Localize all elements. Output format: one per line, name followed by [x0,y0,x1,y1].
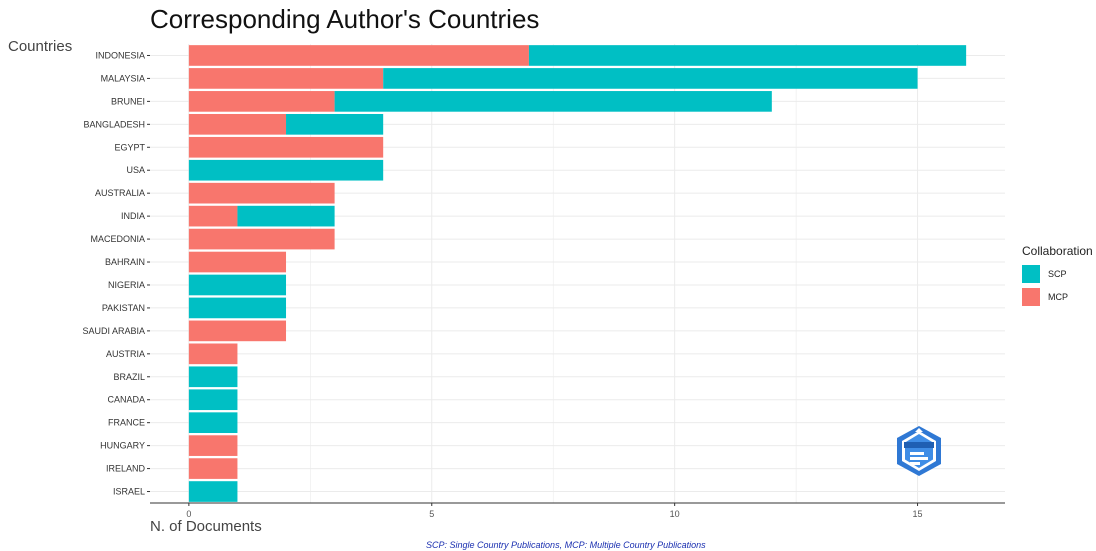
y-tick-label: MALAYSIA [101,73,145,83]
bar-mcp [188,228,335,250]
legend-label-mcp: MCP [1048,292,1068,302]
bar-scp [188,412,238,434]
bar-scp [188,481,238,502]
bar-mcp [188,320,287,342]
bar-mcp [188,458,238,479]
legend-swatch-scp [1022,265,1040,283]
legend: Collaboration SCP MCP [1022,244,1093,310]
y-tick-label: INDONESIA [95,50,145,60]
legend-swatch-mcp [1022,288,1040,306]
bar-mcp [188,343,238,365]
y-tick-label: INDIA [121,211,145,221]
bar-scp [334,91,772,112]
y-tick-label: PAKISTAN [102,303,145,313]
x-axis-label: N. of Documents [150,518,262,535]
bar-mcp [188,251,287,273]
x-tick-label: 0 [186,509,191,519]
legend-label-scp: SCP [1048,269,1067,279]
chart-caption: SCP: Single Country Publications, MCP: M… [426,540,706,550]
y-tick-label: FRANCE [108,418,145,428]
y-axis-label: Countries [8,38,73,55]
bar-scp [188,274,287,296]
legend-item-mcp: MCP [1022,287,1093,307]
bibliometrix-logo [897,426,941,476]
bar-mcp [188,91,335,112]
y-tick-label: MACEDONIA [90,234,145,244]
bar-mcp [188,205,238,227]
y-tick-label: NIGERIA [108,280,145,290]
y-tick-label: HUNGARY [100,441,145,451]
y-tick-label: USA [126,165,145,175]
bar-scp [528,45,967,66]
bar-scp [286,113,384,135]
y-tick-label: BRAZIL [113,372,145,382]
y-tick-label: BAHRAIN [105,257,145,267]
y-tick-label: AUSTRALIA [95,188,145,198]
x-tick-label: 10 [670,509,680,519]
y-tick-label: BANGLADESH [83,119,145,129]
y-tick-label: CANADA [107,395,145,405]
bar-mcp [188,113,287,135]
bar-mcp [188,68,384,89]
bar-scp [188,159,384,181]
x-tick-label: 15 [913,509,923,519]
y-tick-label: AUSTRIA [106,349,145,359]
bar-scp [383,68,918,89]
bar-mcp [188,136,384,158]
bar-mcp [188,182,335,204]
x-tick-label: 5 [429,509,434,519]
y-tick-label: IRELAND [106,464,146,474]
y-tick-label: EGYPT [114,142,145,152]
bar-scp [237,205,335,227]
legend-title: Collaboration [1022,244,1093,258]
y-tick-label: SAUDI ARABIA [82,326,145,336]
y-tick-label: BRUNEI [111,96,145,106]
bar-scp [188,366,238,388]
bar-scp [188,389,238,411]
chart-title: Corresponding Author's Countries [150,4,540,34]
bar-mcp [188,45,529,66]
bar-scp [188,297,287,319]
y-tick-label: ISRAEL [113,487,145,497]
legend-item-scp: SCP [1022,264,1093,284]
bar-mcp [188,435,238,456]
